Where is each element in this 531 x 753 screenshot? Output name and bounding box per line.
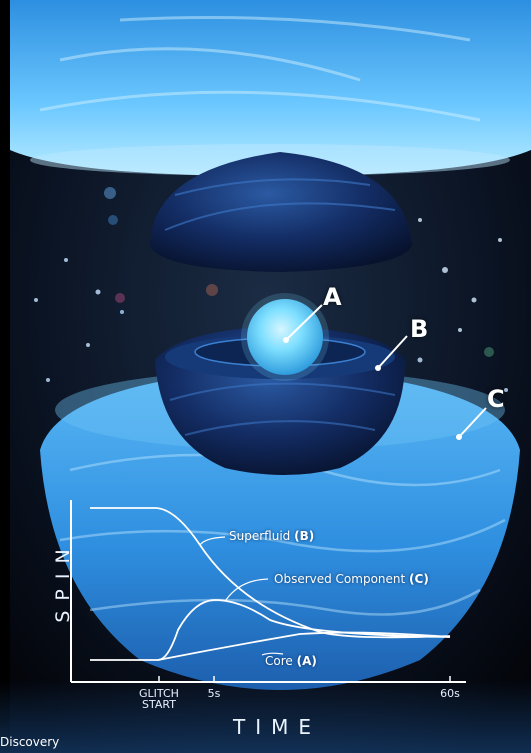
bokeh-lights [34, 187, 508, 392]
curve-label-observed-tag: (C) [409, 572, 429, 586]
tick-5s: 5s [207, 687, 221, 700]
outer-crust-bowl [40, 368, 520, 690]
crust-top-cap [10, 0, 531, 176]
core-sphere [247, 299, 323, 375]
tick-glitch-start: GLITCH START [139, 687, 179, 711]
y-axis-title: SPIN [52, 539, 74, 623]
label-pointers [285, 304, 487, 438]
curve-label-superfluid-tag: (B) [294, 529, 315, 543]
x-axis-title: TIME [233, 715, 322, 739]
curve-label-core-text: Core [265, 654, 297, 668]
curve-label-observed-text: Observed Component [274, 572, 410, 586]
tick-60s: 60s [440, 687, 460, 700]
curve-label-superfluid-text: Superfluid [229, 529, 295, 543]
curve-label-core: Core (A) [265, 654, 317, 668]
glitch-curves [90, 507, 451, 661]
credit-text: Discovery [0, 735, 60, 749]
label-core-a: A [323, 283, 342, 311]
left-edge [0, 0, 10, 753]
label-superfluid-b: B [410, 315, 429, 343]
core-curve [157, 631, 451, 661]
superfluid-curve [90, 507, 451, 639]
curve-label-core-tag: (A) [296, 654, 317, 668]
pointer-b [377, 335, 408, 369]
label-crust-c: C [487, 385, 505, 413]
pointer-c [458, 407, 487, 438]
curve-label-observed: Observed Component (C) [274, 572, 429, 586]
curve-label-superfluid: Superfluid (B) [229, 529, 314, 543]
pointer-a [285, 304, 323, 341]
